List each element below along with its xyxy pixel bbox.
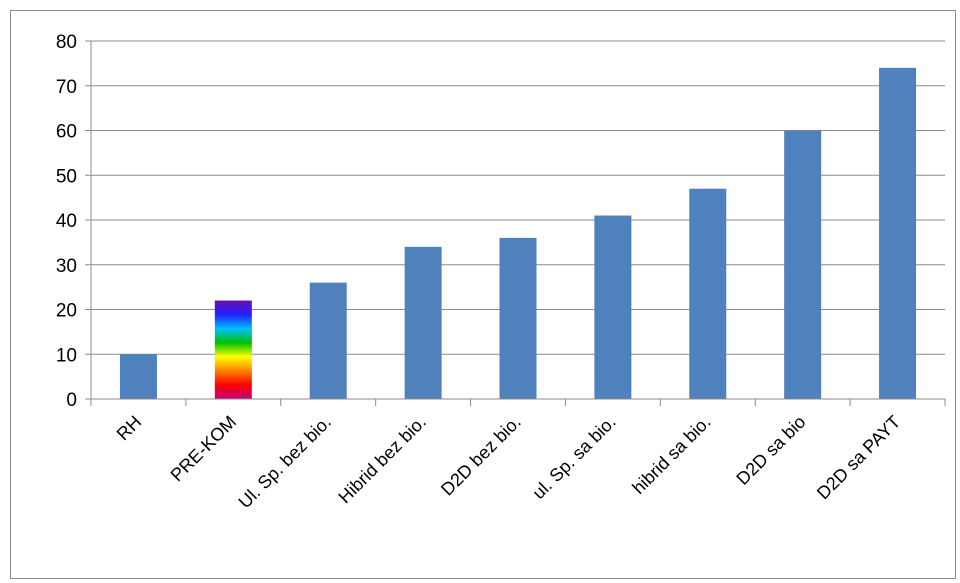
x-category-label: Hibrid bez bio. bbox=[334, 412, 430, 508]
x-category-label: Ul. Sp. bez bio. bbox=[235, 412, 335, 512]
y-tick-label: 70 bbox=[56, 77, 77, 98]
x-category-label: ul. Sp. sa bio. bbox=[528, 412, 619, 503]
bar-5 bbox=[499, 237, 537, 399]
y-tick-label: 50 bbox=[56, 166, 77, 187]
y-tick-label: 10 bbox=[56, 345, 77, 366]
x-category-label: PRE-KOM bbox=[167, 412, 241, 486]
x-category-label: D2D sa PAYT bbox=[813, 412, 904, 503]
y-tick-label: 20 bbox=[56, 301, 77, 322]
x-category-label: D2D bez bio. bbox=[437, 412, 525, 500]
bar-7 bbox=[689, 188, 727, 399]
y-tick-label: 30 bbox=[56, 256, 77, 277]
bar-8 bbox=[784, 130, 822, 399]
bar-9 bbox=[879, 67, 917, 399]
bar-4 bbox=[404, 246, 442, 399]
x-category-label: D2D sa bio bbox=[732, 412, 809, 489]
x-category-label: RH bbox=[113, 412, 146, 445]
bar-2 bbox=[214, 300, 252, 399]
bar-3 bbox=[309, 282, 347, 399]
y-tick-label: 60 bbox=[56, 122, 77, 143]
bar-1 bbox=[119, 354, 157, 399]
y-tick-label: 0 bbox=[66, 390, 77, 411]
bars bbox=[119, 67, 917, 399]
y-tick-label: 40 bbox=[56, 211, 77, 232]
bar-6 bbox=[594, 215, 632, 399]
y-tick-label: 80 bbox=[56, 32, 77, 53]
axes bbox=[85, 40, 946, 406]
x-category-label: hibrid sa bio. bbox=[628, 412, 714, 498]
